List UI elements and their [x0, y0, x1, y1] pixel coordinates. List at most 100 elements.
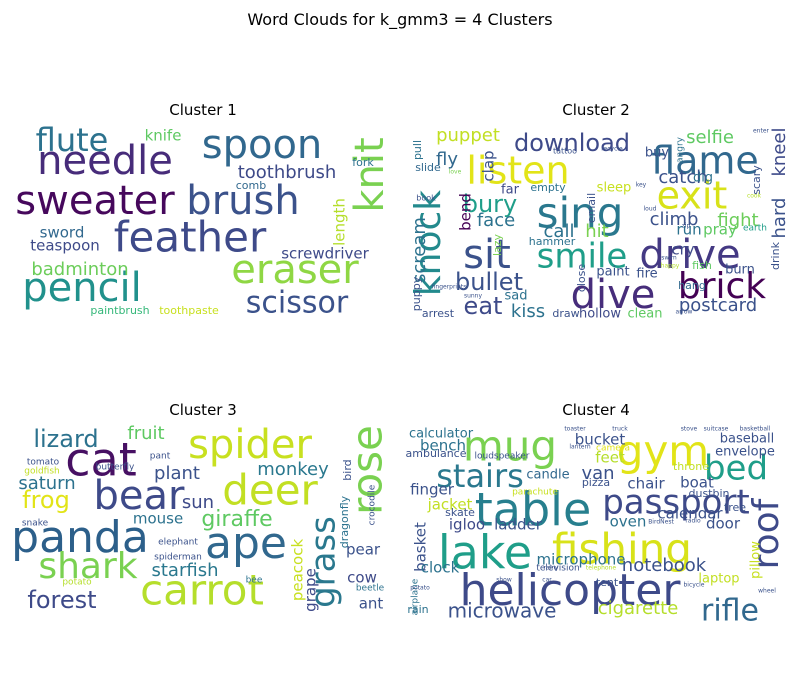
word-tree: tree	[724, 501, 746, 514]
word-bullet: bullet	[455, 268, 523, 296]
word-spoon: spoon	[202, 122, 323, 168]
word-fruit: fruit	[127, 423, 164, 444]
word-key: key	[636, 182, 647, 189]
word-passport: passport	[602, 483, 750, 523]
word-potato: potato	[410, 585, 430, 592]
word-panda: panda	[11, 512, 149, 563]
word-table: table	[475, 483, 592, 537]
word-candle: candle	[526, 468, 569, 483]
word-wheel: wheel	[758, 588, 776, 595]
word-far: far	[501, 183, 520, 198]
word-potato: potato	[62, 578, 92, 588]
word-fly: fly	[436, 149, 458, 170]
word-drive: drive	[639, 232, 740, 278]
word-buy: buy	[645, 146, 669, 161]
word-angry: angry	[676, 136, 686, 163]
word-lake: lake	[438, 526, 532, 580]
word-cigarette: cigarette	[598, 598, 679, 619]
word-enter: enter	[753, 128, 770, 135]
word-scream: scream	[409, 217, 430, 283]
word-starfish: starfish	[152, 560, 219, 581]
word-suitcase: suitcase	[704, 426, 729, 433]
word-comb: comb	[236, 179, 266, 192]
word-flame: flame	[651, 139, 759, 183]
word-igloo: igloo	[449, 516, 485, 534]
word-jacket: jacket	[427, 496, 473, 514]
word-email: email	[585, 193, 598, 223]
word-dive: dive	[571, 272, 656, 318]
word-truck: truck	[612, 426, 628, 433]
word-scissor: scissor	[246, 286, 349, 321]
word-beetle: beetle	[356, 584, 385, 594]
word-bird: bird	[341, 459, 354, 480]
word-earth: earth	[743, 224, 767, 234]
word-swim: swim	[661, 255, 677, 262]
word-climb: climb	[650, 209, 699, 230]
word-download: download	[514, 129, 630, 157]
word-microphone: microphone	[537, 551, 626, 569]
word-baseball: baseball	[720, 432, 774, 447]
word-bucket: bucket	[575, 431, 626, 449]
word-dig: dig	[693, 171, 713, 186]
word-toaster: toaster	[564, 426, 586, 433]
word-basket: basket	[412, 522, 430, 572]
word-van: van	[581, 463, 614, 484]
word-forest: forest	[27, 586, 96, 614]
word-radio: radio	[685, 518, 701, 525]
word-stairs: stairs	[436, 457, 524, 495]
word-eat: eat	[464, 292, 503, 320]
word-sword: sword	[40, 224, 85, 242]
word-rose: rose	[343, 425, 392, 515]
word-pant: pant	[150, 452, 171, 462]
word-sleep: sleep	[597, 181, 632, 196]
word-postcard: postcard	[679, 295, 757, 316]
word-goldfish: goldfish	[24, 467, 60, 477]
word-catch: catch	[658, 167, 707, 188]
word-needle: needle	[37, 138, 173, 184]
word-stove: stove	[681, 426, 698, 433]
cluster-1-title: Cluster 1	[169, 101, 237, 119]
word-kiss: kiss	[511, 301, 545, 322]
word-hang: hang	[678, 279, 706, 292]
word-clock: clock	[421, 559, 460, 577]
word-eraser: eraser	[231, 247, 359, 293]
word-peacock: peacock	[289, 539, 307, 602]
word-zip: zip	[682, 223, 691, 230]
word-fishing: fishing	[552, 525, 692, 574]
word-empty: empty	[530, 181, 566, 194]
word-notebook: notebook	[622, 555, 707, 576]
word-pull: pull	[411, 140, 424, 160]
word-paint: paint	[596, 265, 629, 280]
word-feet: feet	[595, 449, 625, 467]
word-bee: bee	[246, 576, 263, 586]
word-snake: snake	[22, 519, 49, 529]
word-rain: rain	[407, 603, 428, 616]
word-dustbin: dustbin	[688, 487, 729, 500]
word-listen: listen	[466, 149, 569, 193]
word-clean: clean	[628, 307, 663, 322]
word-camera: camera	[596, 444, 630, 454]
word-spider: spider	[188, 422, 312, 468]
word-deer: deer	[222, 466, 318, 515]
word-sunny: sunny	[464, 293, 483, 300]
word-calculator: calculator	[409, 427, 474, 442]
word-telephone: telephone	[586, 565, 616, 572]
word-kneel: kneel	[769, 128, 790, 177]
word-arrest: arrest	[422, 307, 455, 320]
word-giraffe: giraffe	[201, 507, 272, 532]
word-bench: bench	[420, 437, 466, 455]
word-screwdriver: screwdriver	[281, 245, 369, 263]
word-lazy: lazy	[491, 233, 504, 256]
word-chair: chair	[627, 475, 665, 493]
word-fingerprints: fingerprints	[432, 284, 467, 291]
word-teaspoon: teaspoon	[30, 237, 100, 255]
word-call: call	[544, 221, 575, 242]
word-helicopter: helicopter	[460, 565, 682, 616]
word-throne: throne	[673, 460, 709, 473]
word-run: run	[676, 221, 701, 239]
word-hard: hard	[769, 198, 790, 239]
word-shark: shark	[38, 546, 137, 587]
word-microwave: microwave	[448, 599, 557, 623]
